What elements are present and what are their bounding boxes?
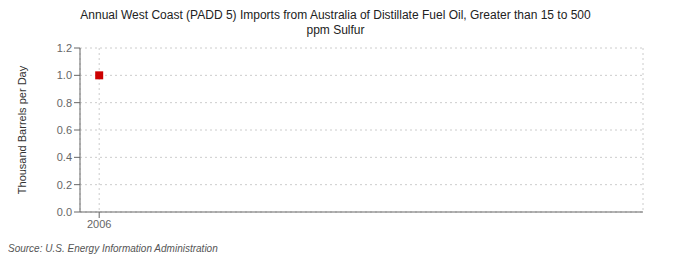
svg-text:2006: 2006 (87, 218, 111, 230)
html-text:Source: U.S. Energy Informatio: Source: U.S. Energy Information Administ… (8, 243, 218, 254)
svg-text:0.0: 0.0 (57, 206, 72, 218)
svg-text:0.2: 0.2 (57, 179, 72, 191)
svg-text:1.2: 1.2 (57, 42, 72, 54)
html-text:ppm Sulfur: ppm Sulfur (306, 23, 365, 37)
html-text:Annual West Coast (PADD 5) Imp: Annual West Coast (PADD 5) Imports from … (80, 8, 591, 22)
svg-text:Thousand Barrels per Day: Thousand Barrels per Day (16, 65, 28, 194)
svg-text:1.0: 1.0 (57, 69, 72, 81)
svg-text:0.8: 0.8 (57, 97, 72, 109)
svg-text:0.6: 0.6 (57, 124, 72, 136)
svg-text:0.4: 0.4 (57, 151, 72, 163)
